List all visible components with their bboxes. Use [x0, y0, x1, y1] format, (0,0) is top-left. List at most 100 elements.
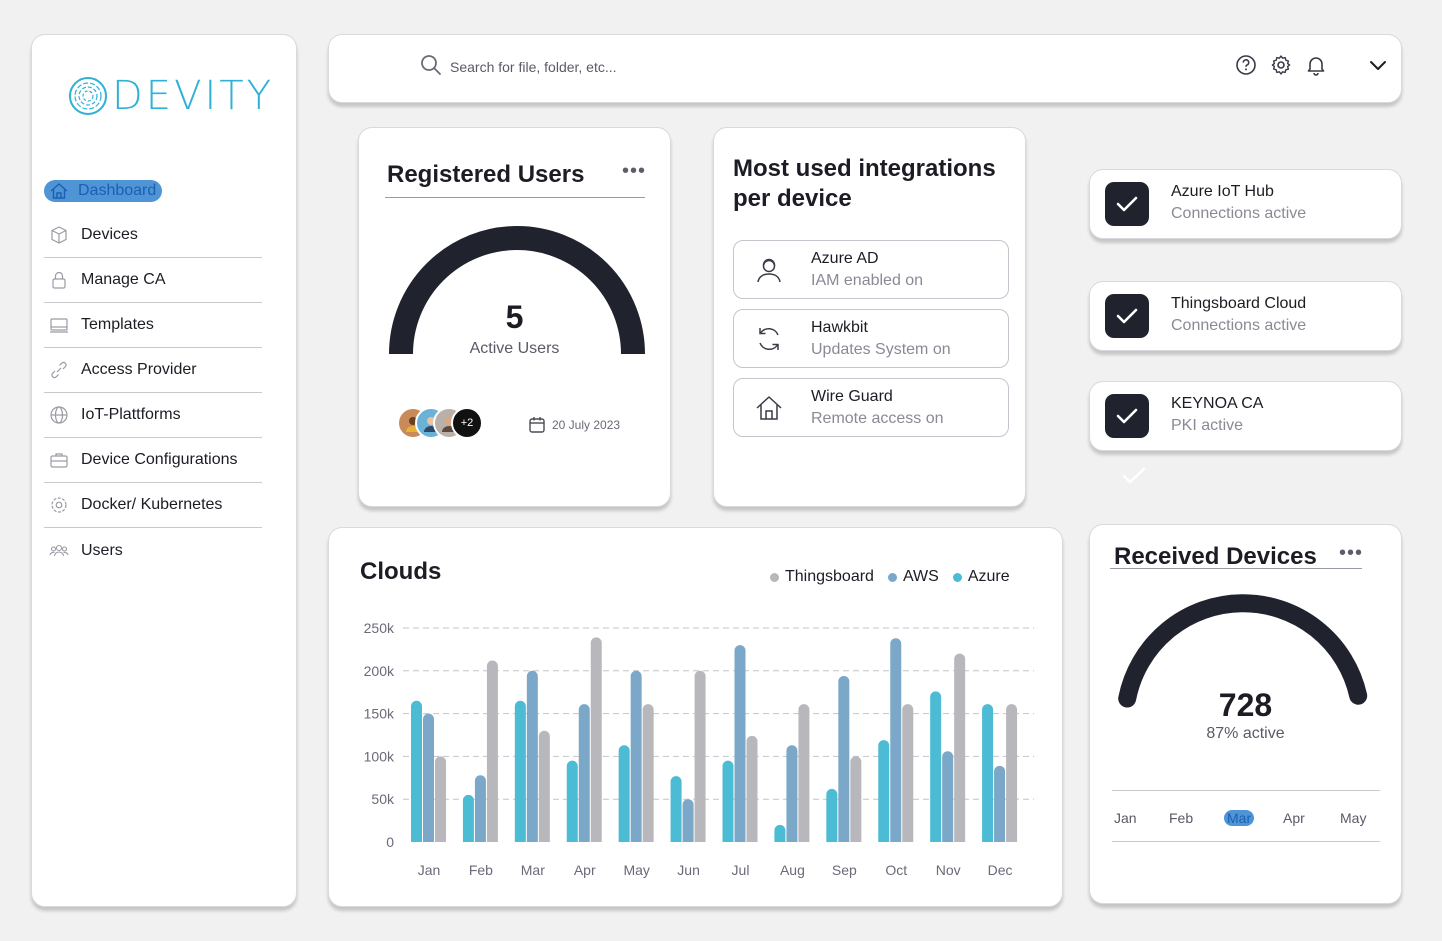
- card-title: Most used integrations per device: [733, 155, 996, 212]
- month-tab-may[interactable]: May: [1340, 810, 1367, 826]
- checkbox-checked-icon[interactable]: [1105, 182, 1149, 226]
- received-devices-count: 728: [1218, 687, 1273, 723]
- connection-status: PKI active: [1171, 417, 1244, 434]
- brand-logo[interactable]: DEVITY: [68, 73, 274, 119]
- bar-azure-aug[interactable]: [774, 824, 786, 842]
- more-avatars-badge[interactable]: +2: [451, 407, 483, 439]
- bar-aws-jan[interactable]: [423, 713, 434, 842]
- month-tab-apr[interactable]: Apr: [1283, 810, 1305, 826]
- bar-aws-may[interactable]: [630, 670, 642, 842]
- sidebar-item-manage-ca[interactable]: Manage CA: [44, 258, 262, 303]
- bar-aws-mar[interactable]: [526, 670, 538, 842]
- sidebar-item-label: IoT-Plattforms: [81, 406, 181, 423]
- registered-users-card: Registered Users ••• 5 Active Users +2 2…: [358, 127, 671, 507]
- bar-azure-may[interactable]: [618, 745, 630, 842]
- bar-azure-dec[interactable]: [982, 704, 994, 842]
- clouds-chart-card: Clouds Thingsboard AWS Azure 0 50k 100k 150…: [328, 527, 1063, 907]
- bar-thingsboard-apr[interactable]: [590, 637, 602, 842]
- search-input[interactable]: [450, 59, 850, 75]
- search-icon[interactable]: [420, 54, 442, 76]
- home-icon: [48, 180, 70, 202]
- bar-azure-mar[interactable]: [514, 700, 526, 842]
- avatar-group[interactable]: +2: [397, 407, 483, 439]
- bar-thingsboard-feb[interactable]: [486, 660, 498, 842]
- faint-check-icon: [1122, 467, 1146, 484]
- refresh-icon: [759, 327, 779, 351]
- user-icon: [757, 258, 781, 283]
- more-options-icon[interactable]: •••: [622, 160, 647, 182]
- settings-icon[interactable]: [1270, 54, 1292, 76]
- sidebar-item-device-configurations[interactable]: Device Configurations: [44, 438, 262, 483]
- connection-status: Connections active: [1171, 317, 1307, 334]
- sidebar-item-label: Templates: [81, 316, 154, 333]
- sidebar-item-devices[interactable]: Devices: [44, 213, 262, 258]
- bar-aws-aug[interactable]: [786, 745, 798, 842]
- bar-thingsboard-mar[interactable]: [538, 730, 550, 842]
- sidebar-item-docker-kubernetes[interactable]: Docker/ Kubernetes: [44, 483, 262, 528]
- top-bar: [328, 34, 1402, 103]
- sidebar-item-iot-plattforms[interactable]: IoT-Plattforms: [44, 393, 262, 438]
- connection-card-thingsboard-cloud[interactable]: Thingsboard Cloud Connections active: [1089, 281, 1402, 351]
- connection-name: Azure IoT Hub: [1171, 183, 1274, 200]
- x-tick-label: Dec: [988, 862, 1013, 878]
- x-tick-label: Mar: [521, 862, 545, 878]
- bar-azure-nov[interactable]: [930, 691, 942, 842]
- x-tick-label: Jun: [677, 862, 700, 878]
- card-title: Received Devices: [1114, 543, 1317, 570]
- bar-thingsboard-may[interactable]: [642, 704, 654, 842]
- integration-item-hawkbit[interactable]: Hawkbit Updates System on: [733, 309, 1009, 368]
- lock-icon: [48, 269, 70, 291]
- connection-card-azure-iot-hub[interactable]: Azure IoT Hub Connections active: [1089, 169, 1402, 239]
- integration-item-wire-guard[interactable]: Wire Guard Remote access on: [733, 378, 1009, 437]
- sidebar-item-users[interactable]: Users: [44, 528, 262, 573]
- sidebar-item-label: Device Configurations: [81, 451, 238, 468]
- x-tick-label: Apr: [574, 862, 596, 878]
- bar-thingsboard-jan[interactable]: [435, 756, 446, 842]
- gear-icon: [48, 494, 70, 516]
- x-tick-label: Sep: [832, 862, 857, 878]
- bar-aws-oct[interactable]: [890, 638, 902, 842]
- bar-azure-oct[interactable]: [878, 740, 890, 842]
- bar-azure-jun[interactable]: [670, 776, 682, 842]
- connection-status: Connections active: [1171, 205, 1307, 222]
- integration-item-azure-ad[interactable]: Azure AD IAM enabled on: [733, 240, 1009, 299]
- x-tick-label: Jul: [732, 862, 750, 878]
- bar-aws-nov[interactable]: [942, 751, 954, 842]
- sidebar-item-dashboard[interactable]: Dashboard: [44, 168, 262, 213]
- month-tab-mar[interactable]: Mar: [1224, 810, 1255, 826]
- bar-aws-jun[interactable]: [682, 799, 694, 842]
- bar-thingsboard-dec[interactable]: [1006, 704, 1018, 842]
- bell-icon[interactable]: [1305, 54, 1327, 76]
- bar-aws-feb[interactable]: [474, 775, 486, 842]
- sidebar-item-access-provider[interactable]: Access Provider: [44, 348, 262, 393]
- bar-thingsboard-aug[interactable]: [798, 704, 810, 842]
- chevron-down-icon[interactable]: [1367, 54, 1389, 76]
- bar-aws-sep[interactable]: [838, 675, 850, 842]
- bar-thingsboard-sep[interactable]: [850, 756, 862, 842]
- checkbox-checked-icon[interactable]: [1105, 394, 1149, 438]
- integration-status: IAM enabled on: [811, 272, 924, 289]
- month-tab-feb[interactable]: Feb: [1169, 810, 1194, 826]
- bar-azure-jan[interactable]: [411, 700, 422, 842]
- bar-azure-apr[interactable]: [566, 760, 578, 842]
- bar-aws-apr[interactable]: [578, 704, 590, 842]
- connection-card-keynoa-ca[interactable]: KEYNOA CA PKI active: [1089, 381, 1402, 451]
- y-tick-label: 0: [386, 834, 394, 850]
- bar-azure-feb[interactable]: [462, 794, 474, 842]
- checkbox-checked-icon[interactable]: [1105, 294, 1149, 338]
- bar-aws-jul[interactable]: [734, 645, 746, 842]
- more-options-icon[interactable]: •••: [1339, 542, 1364, 564]
- month-tab-jan[interactable]: Jan: [1114, 810, 1137, 826]
- sidebar-item-templates[interactable]: Templates: [44, 303, 262, 348]
- bar-thingsboard-nov[interactable]: [954, 653, 966, 842]
- bar-thingsboard-oct[interactable]: [902, 704, 914, 842]
- help-icon[interactable]: [1235, 54, 1257, 76]
- y-tick-label: 200k: [364, 663, 395, 679]
- calendar-icon: [529, 417, 545, 433]
- bar-azure-jul[interactable]: [722, 760, 734, 842]
- bar-thingsboard-jun[interactable]: [694, 670, 706, 842]
- bar-thingsboard-jul[interactable]: [746, 735, 758, 842]
- bar-azure-sep[interactable]: [826, 788, 838, 842]
- bar-aws-dec[interactable]: [994, 765, 1006, 842]
- link-icon: [48, 359, 70, 381]
